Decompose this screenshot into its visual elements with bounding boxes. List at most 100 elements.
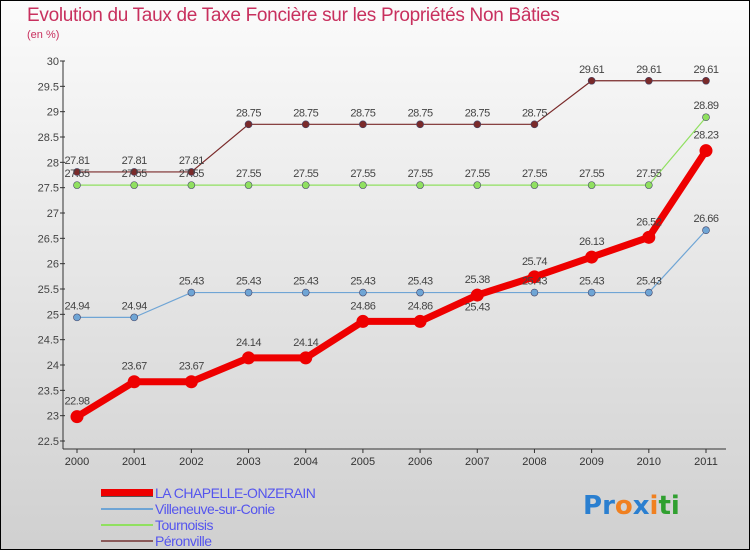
data-label: 27.81 [179, 155, 204, 167]
logo-letter: i [670, 491, 680, 521]
legend-swatch [101, 540, 153, 542]
data-point [473, 181, 482, 189]
data-point [187, 181, 196, 189]
series-line [77, 80, 706, 173]
series-line [77, 229, 707, 318]
logo-letter: P [583, 491, 603, 521]
data-point [244, 120, 253, 129]
y-tick-label: 23 [47, 411, 59, 423]
y-tick-label: 26 [47, 259, 59, 271]
data-label: 27.55 [636, 168, 661, 180]
chart-title: Evolution du Taux de Taxe Foncière sur l… [27, 5, 560, 26]
data-label: 27.55 [64, 168, 89, 180]
data-label: 25.43 [636, 276, 661, 288]
data-label: 27.81 [122, 155, 147, 167]
data-label: 25.43 [179, 276, 204, 288]
x-tick-label: 2007 [465, 456, 489, 468]
data-point [585, 250, 599, 264]
x-tick-label: 2008 [522, 456, 546, 468]
y-tick-label: 25.5 [38, 284, 59, 296]
legend-item: Péronville [101, 533, 315, 549]
data-point [645, 76, 653, 85]
y-tick-label: 30 [47, 56, 59, 68]
data-label: 24.94 [64, 300, 89, 312]
data-point [73, 168, 81, 176]
data-point [530, 288, 539, 297]
y-tick-label: 27.5 [38, 183, 59, 195]
data-label: 28.75 [408, 107, 433, 119]
x-tick-label: 2011 [694, 456, 718, 468]
data-point [527, 270, 541, 284]
logo-letter: i [649, 491, 659, 521]
legend-swatch [101, 489, 153, 497]
data-point [244, 288, 253, 297]
data-label: 25.43 [579, 276, 604, 288]
data-label: 23.67 [122, 361, 147, 373]
x-tick-label: 2003 [236, 456, 260, 468]
data-point [73, 181, 81, 189]
data-point [645, 181, 653, 189]
data-point [130, 181, 138, 189]
data-point [642, 230, 656, 244]
data-label: 25.43 [293, 276, 318, 288]
legend-item: Tournoisis [101, 517, 315, 533]
legend-label: Villeneuve-sur-Conie [155, 501, 275, 517]
legend: LA CHAPELLE-ONZERAIN Villeneuve-sur-Coni… [101, 485, 316, 549]
data-label: 27.55 [179, 168, 204, 180]
y-tick-label: 23.5 [38, 385, 59, 397]
logo-letter: o [614, 491, 633, 521]
x-tick-label: 2001 [122, 456, 146, 468]
data-point [301, 181, 310, 189]
data-point [587, 76, 596, 85]
data-label: 25.43 [408, 276, 433, 288]
data-label: 24.94 [122, 300, 147, 312]
data-label: 29.61 [579, 64, 604, 76]
data-label: 28.75 [350, 107, 375, 119]
data-label: 27.55 [408, 168, 433, 180]
data-label: 28.75 [465, 107, 490, 119]
data-point [359, 288, 367, 297]
data-point [359, 181, 367, 189]
data-point [187, 168, 196, 176]
data-point [413, 314, 427, 328]
data-label: 24.14 [236, 337, 261, 349]
data-point [470, 288, 484, 302]
y-tick-label: 28 [47, 157, 59, 169]
data-label: 23.67 [179, 361, 204, 373]
data-point [130, 313, 138, 322]
data-label: 25.43 [236, 276, 261, 288]
data-label: 22.98 [64, 396, 89, 408]
data-point [473, 120, 482, 129]
x-tick-label: 2006 [408, 456, 432, 468]
data-label: 25.38 [465, 274, 490, 286]
data-label: 25.43 [465, 302, 490, 314]
data-point [416, 181, 424, 189]
data-label: 25.43 [350, 276, 375, 288]
data-point [184, 375, 198, 389]
data-label: 27.55 [350, 168, 375, 180]
data-point [244, 181, 253, 189]
data-label: 28.75 [236, 107, 261, 119]
data-point [127, 375, 141, 389]
data-label: 24.14 [293, 337, 318, 349]
data-point [699, 144, 713, 158]
data-label: 28.89 [693, 100, 718, 112]
data-label: 27.55 [579, 168, 604, 180]
data-label: 25.43 [522, 276, 547, 288]
data-point [301, 288, 310, 297]
data-label: 24.86 [350, 300, 375, 312]
data-point [416, 288, 424, 297]
y-tick-label: 25 [47, 309, 59, 321]
data-label: 28.75 [293, 107, 318, 119]
data-label: 27.55 [522, 168, 547, 180]
data-label: 27.81 [64, 155, 89, 167]
data-label: 29.61 [693, 64, 718, 76]
data-point [356, 314, 370, 328]
series-line [77, 116, 707, 186]
y-tick-label: 26.5 [38, 233, 59, 245]
data-label: 25.74 [522, 256, 547, 268]
x-tick-label: 2009 [579, 456, 603, 468]
data-point [530, 181, 539, 189]
